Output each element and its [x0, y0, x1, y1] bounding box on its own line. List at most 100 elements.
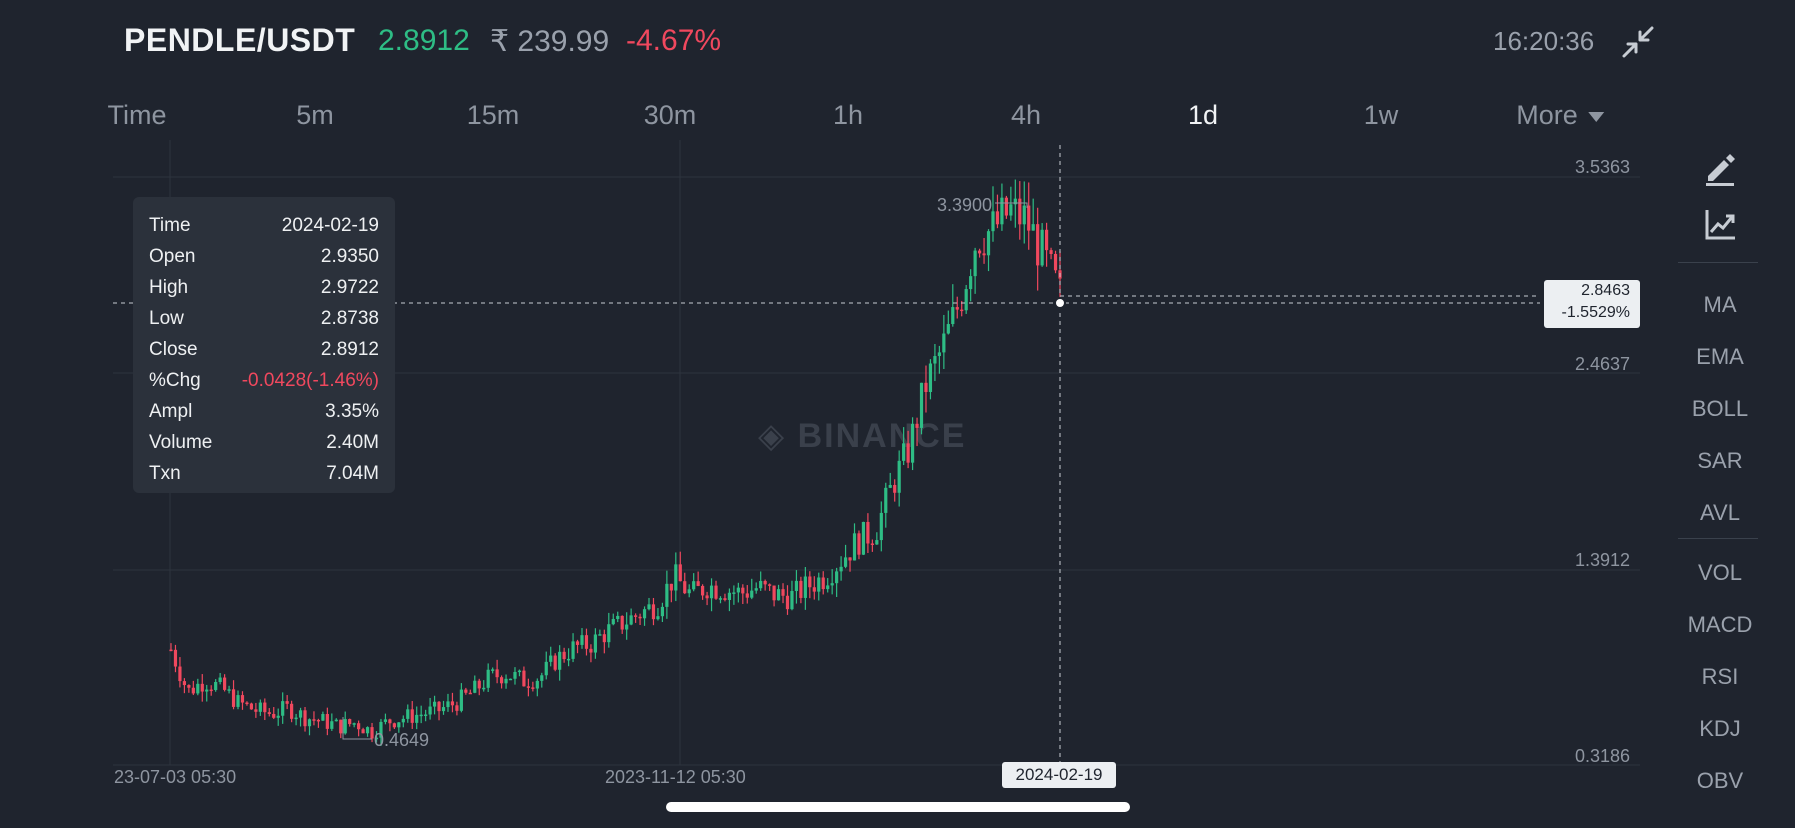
candle [303, 710, 307, 727]
pair-title[interactable]: PENDLE/USDT [124, 22, 356, 58]
indicator-macd[interactable]: MACD [1687, 612, 1753, 637]
candle [415, 714, 419, 723]
candle [625, 624, 629, 630]
tab-5m[interactable]: 5m [296, 100, 334, 130]
candle [692, 581, 696, 590]
tab-30m[interactable]: 30m [643, 100, 697, 130]
chart-indicator-icon[interactable] [1700, 204, 1740, 244]
draw-pen-icon[interactable] [1700, 148, 1740, 188]
candle [754, 588, 758, 591]
candle [491, 669, 495, 671]
tab-1d[interactable]: 1d [1187, 100, 1219, 130]
indicator-ma[interactable]: MA [1703, 292, 1737, 317]
candle [249, 703, 254, 710]
tooltip-key: %Chg [149, 370, 201, 391]
candle [669, 583, 673, 591]
y-tick-label: 3.5363 [1574, 157, 1630, 177]
indicator-vol[interactable]: VOL [1697, 560, 1743, 585]
candle [205, 689, 209, 692]
candle [870, 543, 874, 545]
candle [1031, 224, 1035, 231]
tab-more[interactable]: More [1516, 100, 1604, 131]
candle [674, 564, 678, 591]
low-label: 0.4649 [374, 730, 430, 750]
candle [969, 276, 973, 290]
candle [178, 666, 182, 682]
candle [602, 634, 606, 643]
candle [709, 585, 714, 599]
candle [593, 634, 597, 653]
indicator-avl[interactable]: AVL [1700, 500, 1740, 525]
tab-1h[interactable]: 1h [832, 100, 864, 130]
candle [750, 590, 754, 598]
crosshair [113, 145, 1540, 762]
candle [236, 695, 240, 707]
candle [1022, 205, 1026, 225]
tab-15m[interactable]: 15m [466, 100, 520, 130]
candle [187, 685, 191, 688]
indicator-sar[interactable]: SAR [1697, 448, 1743, 473]
caret-down-icon [1587, 111, 1604, 122]
candle [986, 231, 991, 256]
tooltip-value: 2.9350 [320, 246, 379, 267]
collapse-arrows-icon[interactable] [1620, 24, 1656, 60]
clock: 16:20:36 [1493, 26, 1595, 56]
watermark: ◈ BINANCE [758, 417, 967, 455]
candle [817, 577, 821, 592]
tab-4h[interactable]: 4h [1010, 100, 1042, 130]
candle [321, 714, 325, 721]
candle [231, 689, 236, 707]
candle [267, 712, 271, 714]
candle [486, 669, 490, 688]
indicator-obv[interactable]: OBV [1696, 768, 1744, 792]
indicator-ema[interactable]: EMA [1696, 344, 1744, 369]
candle [406, 709, 410, 719]
candle [432, 701, 437, 707]
candle [1040, 229, 1044, 266]
tooltip-key: Low [149, 308, 184, 329]
candle [558, 651, 562, 670]
candle [504, 678, 508, 684]
tab-time[interactable]: Time [107, 100, 167, 130]
candle [794, 580, 799, 592]
candle [450, 701, 455, 706]
tooltip-value: -0.0428(-1.46%) [241, 370, 379, 391]
crosshair-point [1054, 297, 1066, 309]
tooltip-row-open: Open 2.9350 [149, 246, 379, 274]
candle [790, 591, 794, 610]
candle [477, 680, 481, 689]
candle [1053, 253, 1058, 271]
candle [937, 352, 941, 357]
candle [888, 484, 892, 488]
candle [799, 580, 803, 598]
toolbar-divider [1678, 262, 1758, 263]
candle [223, 677, 227, 690]
candle [919, 382, 924, 428]
indicator-rsi[interactable]: RSI [1701, 664, 1739, 689]
candle [388, 719, 392, 724]
tooltip-value: 7.04M [326, 463, 379, 484]
candle [893, 484, 897, 493]
candle [660, 606, 665, 617]
candle [343, 719, 347, 734]
tab-1w[interactable]: 1w [1363, 100, 1399, 130]
candle [1049, 250, 1053, 254]
candle [245, 702, 249, 705]
candle [598, 634, 602, 636]
candle [495, 669, 499, 678]
candle [852, 533, 857, 561]
candle [745, 593, 749, 598]
indicator-kdj[interactable]: KDJ [1699, 716, 1741, 741]
candle [861, 521, 866, 555]
candle [200, 683, 204, 692]
candle [964, 289, 968, 311]
candle [352, 723, 356, 725]
tooltip-row-time: Time 2024-02-19 [149, 215, 379, 243]
home-indicator[interactable] [666, 802, 1130, 812]
candle [839, 566, 843, 572]
candle [727, 592, 732, 600]
candle [392, 723, 396, 728]
last-price: 2.8912 [378, 24, 470, 57]
indicator-boll[interactable]: BOLL [1691, 396, 1749, 421]
candle [294, 717, 298, 720]
